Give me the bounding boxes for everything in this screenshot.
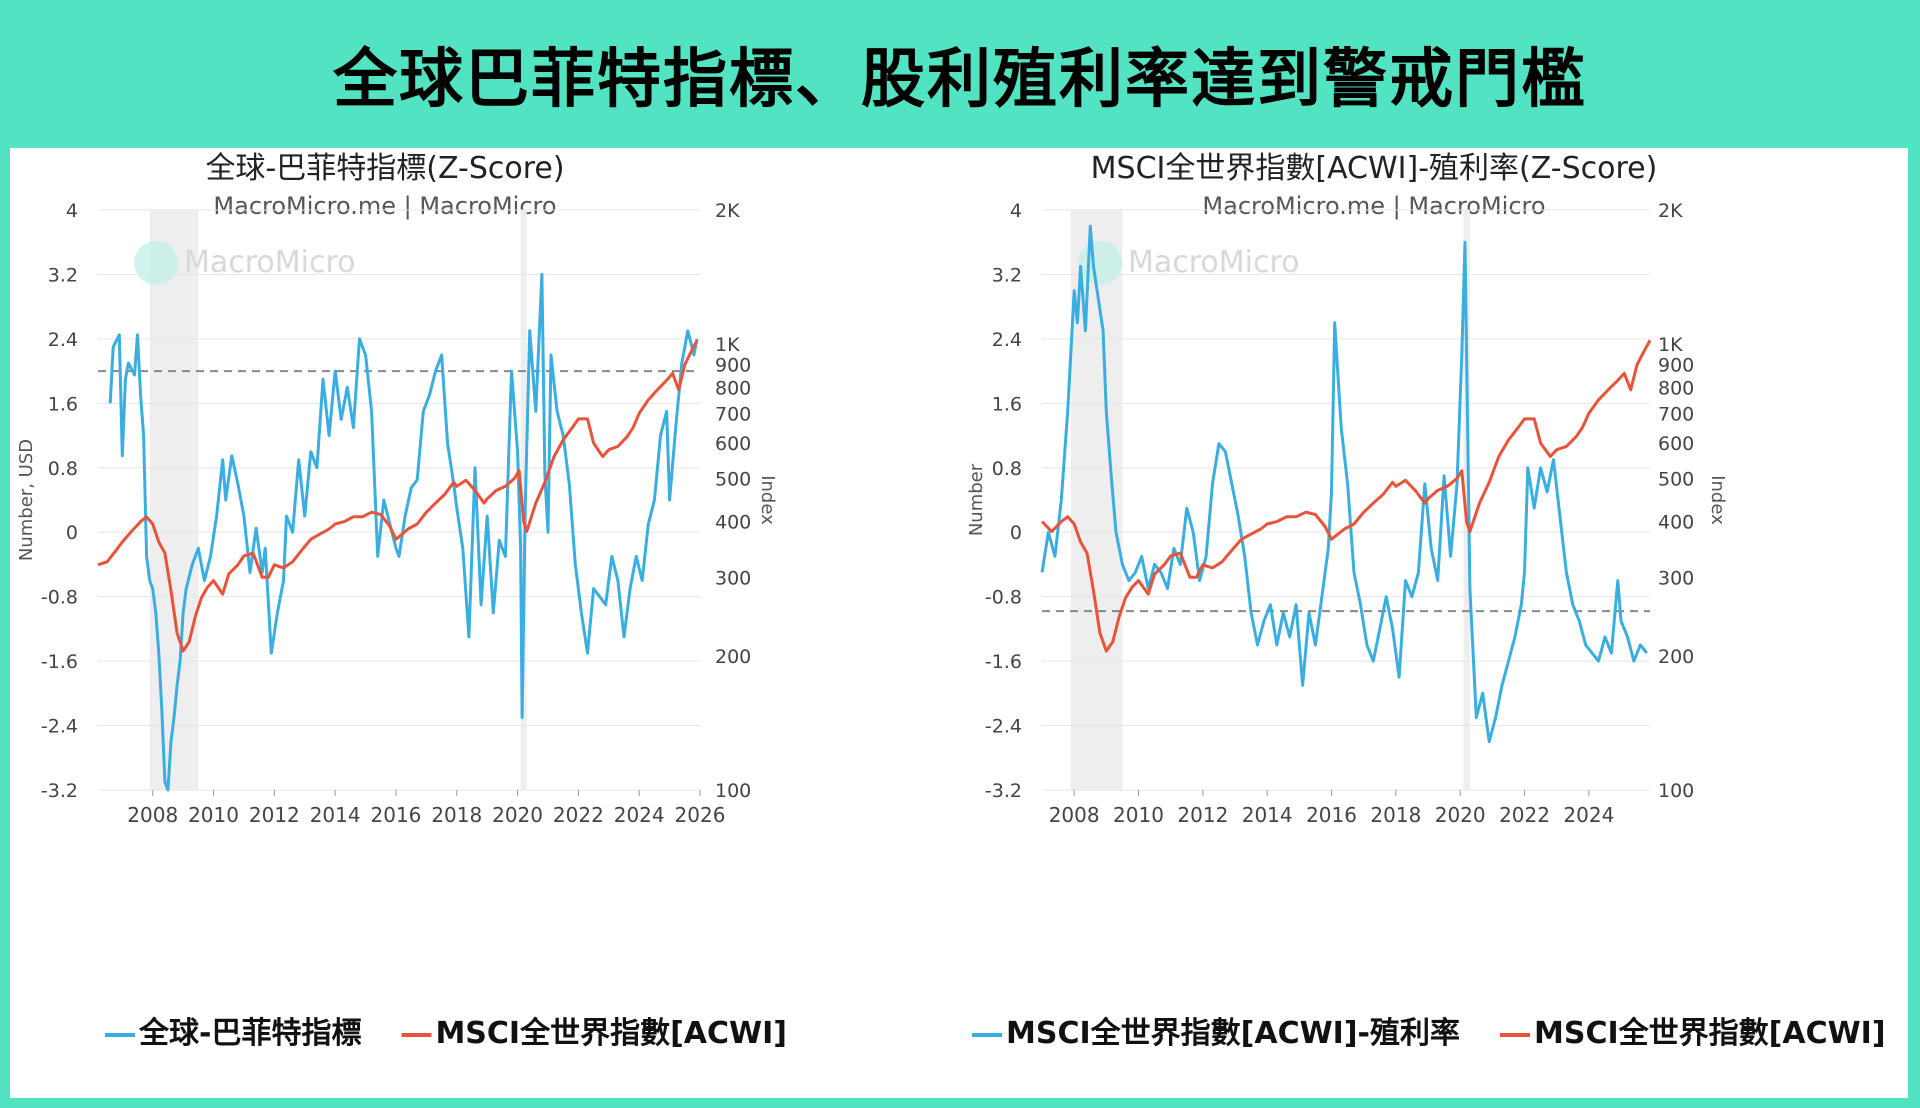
x-tick-label: 2012 bbox=[249, 803, 300, 827]
y-tick-label: 1.6 bbox=[48, 393, 78, 415]
y2-tick-label: 800 bbox=[715, 377, 751, 399]
legend-label-1: MSCI全世界指數[ACWI] bbox=[1534, 1016, 1886, 1051]
y2-tick-label: 700 bbox=[715, 403, 751, 425]
y-tick-label: 0.8 bbox=[48, 458, 78, 480]
x-tick-label: 2022 bbox=[553, 803, 604, 827]
y-tick-label: 3.2 bbox=[992, 264, 1022, 286]
y-axis-title: Number bbox=[966, 463, 987, 536]
y-tick-label: -1.6 bbox=[985, 651, 1022, 673]
buffett-indicator-chart: 全球-巴菲特指標(Z-Score) MacroMicro.me | MacroMi… bbox=[16, 151, 787, 1051]
y2-tick-label: 100 bbox=[715, 780, 751, 802]
y2-tick-label: 400 bbox=[715, 512, 751, 534]
x-tick-label: 2024 bbox=[1563, 803, 1614, 827]
recession-band-1 bbox=[1463, 210, 1470, 790]
x-tick-label: 2010 bbox=[1113, 803, 1164, 827]
series-line-1 bbox=[1040, 339, 1652, 653]
y2-axis-title: Index bbox=[1707, 475, 1728, 525]
charts-panel: 全球-巴菲特指標(Z-Score) MacroMicro.me | MacroMi… bbox=[10, 148, 1908, 1098]
chart-title: MSCI全世界指數[ACWI]-殖利率(Z-Score) bbox=[1091, 151, 1658, 186]
y-tick-label: -3.2 bbox=[41, 780, 78, 802]
recession-band-1 bbox=[520, 210, 527, 790]
x-tick-label: 2018 bbox=[1370, 803, 1421, 827]
y2-tick-label: 500 bbox=[1658, 468, 1694, 490]
x-tick-label: 2022 bbox=[1499, 803, 1550, 827]
x-tick-label: 2008 bbox=[1049, 803, 1100, 827]
y2-tick-label: 900 bbox=[1658, 355, 1694, 377]
x-tick-label: 2014 bbox=[1242, 803, 1293, 827]
y2-tick-label: 400 bbox=[1658, 512, 1694, 534]
y2-tick-label: 2K bbox=[1658, 200, 1683, 222]
acwi-dividend-yield-chart: MSCI全世界指數[ACWI]-殖利率(Z-Score) MacroMicro.m… bbox=[966, 151, 1886, 1051]
y2-tick-label: 2K bbox=[715, 200, 740, 222]
watermark-logo-icon bbox=[134, 241, 178, 285]
y-axis-title: Number, USD bbox=[16, 439, 37, 561]
chart-subtitle: MacroMicro.me | MacroMicro bbox=[213, 192, 556, 220]
chart-subtitle: MacroMicro.me | MacroMicro bbox=[1202, 192, 1545, 220]
x-tick-label: 2010 bbox=[188, 803, 239, 827]
y2-tick-label: 300 bbox=[1658, 567, 1694, 589]
y-tick-label: 1.6 bbox=[992, 393, 1022, 415]
y-tick-label: -0.8 bbox=[41, 587, 78, 609]
y-tick-label: 0 bbox=[1010, 522, 1022, 544]
y2-tick-label: 800 bbox=[1658, 377, 1694, 399]
y-tick-label: 0 bbox=[66, 522, 78, 544]
recession-band-0 bbox=[149, 210, 199, 790]
y2-tick-label: 700 bbox=[1658, 403, 1694, 425]
legend-label-0: MSCI全世界指數[ACWI]-殖利率 bbox=[1006, 1016, 1460, 1051]
x-tick-label: 2014 bbox=[310, 803, 361, 827]
y2-tick-label: 200 bbox=[1658, 646, 1694, 668]
watermark-logo-icon bbox=[1078, 241, 1122, 285]
y-tick-label: -2.4 bbox=[41, 716, 78, 738]
y-tick-label: -3.2 bbox=[985, 780, 1022, 802]
y2-tick-label: 1K bbox=[1658, 334, 1683, 356]
x-tick-label: 2020 bbox=[492, 803, 543, 827]
y2-tick-label: 500 bbox=[715, 468, 751, 490]
x-tick-label: 2018 bbox=[431, 803, 482, 827]
y-tick-label: 0.8 bbox=[992, 458, 1022, 480]
y-tick-label: -2.4 bbox=[985, 716, 1022, 738]
y-tick-label: -0.8 bbox=[985, 587, 1022, 609]
x-tick-label: 2026 bbox=[675, 803, 726, 827]
y-tick-label: 2.4 bbox=[992, 329, 1022, 351]
y-tick-label: 3.2 bbox=[48, 264, 78, 286]
y2-axis-title: Index bbox=[757, 475, 778, 525]
x-tick-label: 2016 bbox=[371, 803, 422, 827]
y2-tick-label: 600 bbox=[1658, 433, 1694, 455]
x-tick-label: 2008 bbox=[127, 803, 178, 827]
x-tick-label: 2012 bbox=[1177, 803, 1228, 827]
series-line-0 bbox=[108, 272, 699, 792]
y-tick-label: 4 bbox=[1010, 200, 1022, 222]
legend-label-1: MSCI全世界指數[ACWI] bbox=[435, 1016, 787, 1051]
y-tick-label: 4 bbox=[66, 200, 78, 222]
y2-tick-label: 300 bbox=[715, 567, 751, 589]
series-line-1 bbox=[97, 339, 699, 653]
y2-tick-label: 600 bbox=[715, 433, 751, 455]
x-tick-label: 2016 bbox=[1306, 803, 1357, 827]
y2-tick-label: 1K bbox=[715, 334, 740, 356]
series-line-0 bbox=[1040, 224, 1648, 744]
y-tick-label: -1.6 bbox=[41, 651, 78, 673]
y-tick-label: 2.4 bbox=[48, 329, 78, 351]
watermark: MacroMicro bbox=[184, 245, 356, 280]
y2-tick-label: 100 bbox=[1658, 780, 1694, 802]
x-tick-label: 2024 bbox=[614, 803, 665, 827]
banner: 全球巴菲特指標、股利殖利率達到警戒門檻 bbox=[0, 0, 1920, 148]
y2-tick-label: 900 bbox=[715, 355, 751, 377]
y2-tick-label: 200 bbox=[715, 646, 751, 668]
watermark: MacroMicro bbox=[1128, 245, 1300, 280]
x-tick-label: 2020 bbox=[1435, 803, 1486, 827]
banner-title: 全球巴菲特指標、股利殖利率達到警戒門檻 bbox=[333, 43, 1587, 117]
legend-label-0: 全球-巴菲特指標 bbox=[138, 1016, 361, 1051]
chart-title: 全球-巴菲特指標(Z-Score) bbox=[205, 151, 564, 186]
